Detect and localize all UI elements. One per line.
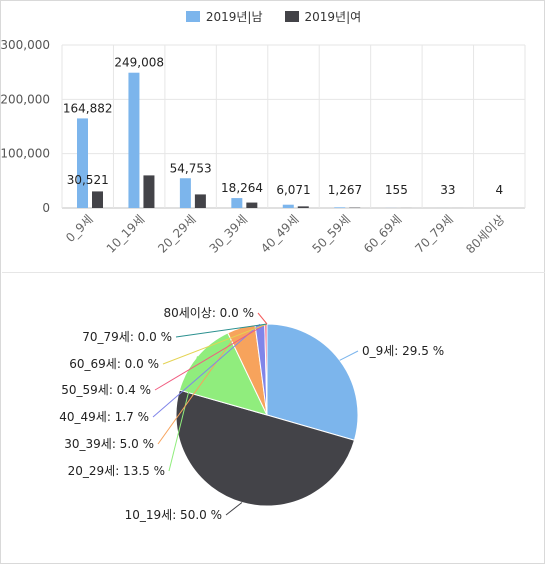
x-tick-label: 70_79세 <box>412 212 456 256</box>
pie-connector <box>154 323 267 391</box>
pie-label: 20_29세: 13.5 % <box>68 464 165 478</box>
y-tick-label: 0 <box>42 201 50 215</box>
pie-label: 60_69세: 0.0 % <box>69 357 159 371</box>
pie-connector <box>175 323 268 338</box>
bar-male[interactable] <box>77 118 88 208</box>
bar-female[interactable] <box>246 202 258 208</box>
bar-chart: 0 100,000 200,000 300,000 164,882 0_9세 249,008… <box>0 38 526 256</box>
bar-male[interactable] <box>231 198 243 208</box>
legend-item-female[interactable]: 2019년|여 <box>284 8 362 25</box>
x-tick-label: 10_19세 <box>104 212 148 256</box>
pie-connector <box>162 323 268 365</box>
y-tick-label: 300,000 <box>0 38 50 52</box>
bar-female[interactable] <box>194 194 206 208</box>
pie-connector <box>168 356 198 472</box>
x-tick-label: 0_9세 <box>63 212 96 245</box>
bar-data-label: 1,267 <box>328 183 362 197</box>
bar-male[interactable] <box>334 207 346 208</box>
x-tick-label: 80세이상 <box>463 212 507 256</box>
x-tick-label: 30_39세 <box>207 212 251 256</box>
pie-connector <box>339 350 359 361</box>
x-tick-label: 20_29세 <box>155 212 199 256</box>
legend-label-male: 2019년|남 <box>205 10 263 24</box>
pie-connector <box>257 312 268 325</box>
pie-connector <box>225 502 243 516</box>
bar-female[interactable] <box>92 191 103 208</box>
bar-data-label-extra: 30,521 <box>67 173 109 187</box>
pie-label: 0_9세: 29.5 % <box>362 344 444 358</box>
x-tick-label: 50_59세 <box>310 212 354 256</box>
pie-slice[interactable] <box>178 332 268 416</box>
chart-divider <box>2 272 545 273</box>
bar-data-label: 249,008 <box>114 56 164 70</box>
legend-label-female: 2019년|여 <box>304 10 362 24</box>
pie-label: 50_59세: 0.4 % <box>61 383 151 397</box>
y-tick-label: 200,000 <box>0 92 50 106</box>
pie-chart: 0_9세: 29.5 % 10_19세: 50.0 % 20_29세: 13.5 %… <box>59 306 444 522</box>
bar-data-label: 54,753 <box>170 161 212 175</box>
x-tick-label: 40_49세 <box>258 212 302 256</box>
legend-swatch-female <box>284 11 299 22</box>
bar-data-label: 164,882 <box>63 101 113 115</box>
pie-label: 70_79세: 0.0 % <box>82 330 172 344</box>
bar-female[interactable] <box>297 206 309 208</box>
pie-label: 80세이상: 0.0 % <box>163 306 254 320</box>
bar-data-label: 33 <box>440 183 455 197</box>
bar-female[interactable] <box>143 175 155 208</box>
bar-data-label: 6,071 <box>276 183 310 197</box>
bar-data-label: 18,264 <box>221 181 263 195</box>
bar-data-label: 4 <box>495 183 503 197</box>
legend-swatch-male <box>185 11 200 22</box>
pie-label: 10_19세: 50.0 % <box>125 508 222 522</box>
legend: 2019년|남 2019년|여 <box>0 8 547 25</box>
y-tick-label: 100,000 <box>0 147 50 161</box>
bar-male[interactable] <box>179 178 191 208</box>
legend-item-male[interactable]: 2019년|남 <box>185 8 263 25</box>
pie-label: 30_39세: 5.0 % <box>64 437 154 451</box>
bar-male[interactable] <box>128 72 140 208</box>
x-tick-label: 60_69세 <box>361 212 405 256</box>
bar-male[interactable] <box>282 204 294 208</box>
pie-connector <box>157 327 242 445</box>
bar-data-label: 155 <box>385 183 408 197</box>
pie-label: 40_49세: 1.7 % <box>59 410 149 424</box>
